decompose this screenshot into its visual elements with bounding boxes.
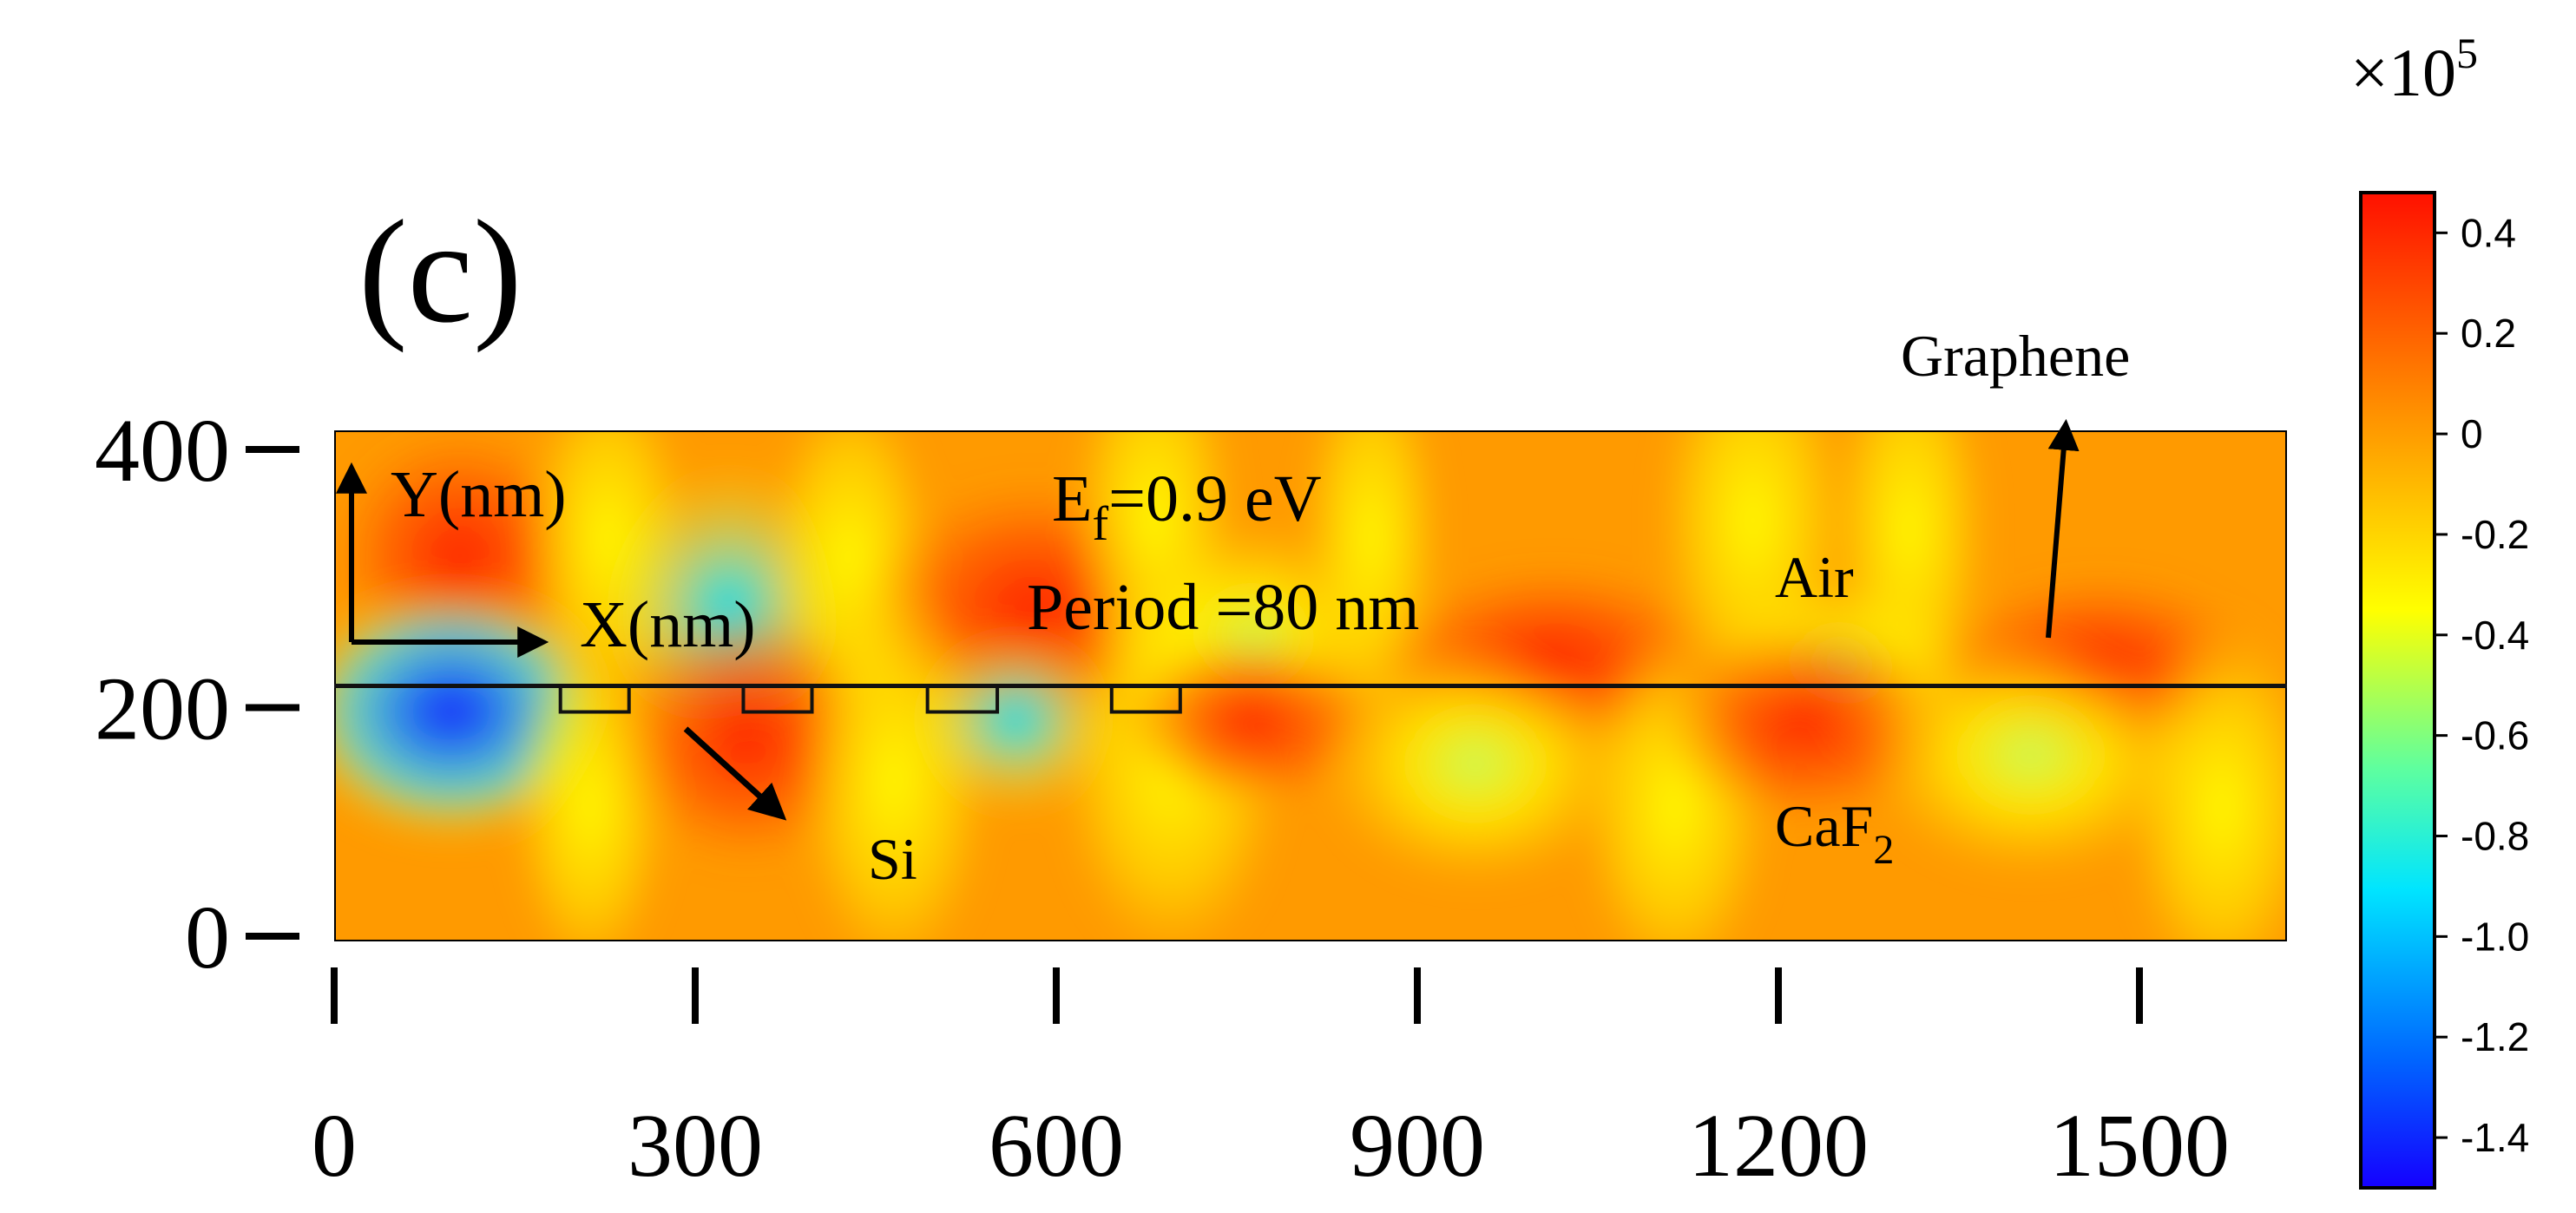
caf2-label: CaF2 xyxy=(1775,793,1894,873)
fermi-subscript: f xyxy=(1092,497,1108,551)
x-axis: 0 300 600 900 1200 1500 xyxy=(312,967,2230,1196)
x-axis-annotation: X(nm) xyxy=(580,588,756,661)
colorbar-tick-label: -1.2 xyxy=(2461,1014,2529,1059)
air-label: Air xyxy=(1775,544,1854,610)
x-tick-label: 900 xyxy=(1350,1096,1485,1196)
colorbar-tick-label: -0.6 xyxy=(2461,713,2529,758)
si-gratings xyxy=(558,685,1182,714)
field-map xyxy=(334,430,2287,941)
y-tick-label: 200 xyxy=(95,659,230,759)
caf2-subscript: 2 xyxy=(1873,827,1894,873)
colorbar-multiplier-base: ×10 xyxy=(2350,35,2456,110)
si-grating-3 xyxy=(925,685,1000,714)
y-axis-annotation: Y(nm) xyxy=(391,458,567,531)
caf2-main: CaF xyxy=(1775,793,1873,859)
y-tick-label: 400 xyxy=(95,401,230,501)
colorbar-tick-label: 0.4 xyxy=(2461,210,2516,255)
x-tick-label: 0 xyxy=(312,1096,357,1196)
colorbar-tick-label: -0.8 xyxy=(2461,813,2529,858)
fermi-level-label: Ef=0.9 eV xyxy=(1052,462,1322,551)
graphene-arrow xyxy=(2046,418,2080,639)
si-label: Si xyxy=(868,826,917,892)
colorbar-tick-label: -0.2 xyxy=(2461,512,2529,557)
si-grating-2 xyxy=(741,685,814,714)
colorbar-multiplier: ×105 xyxy=(2350,29,2478,110)
x-tick-label: 600 xyxy=(989,1096,1124,1196)
panel-label: (c) xyxy=(358,190,522,353)
y-tick-label: 0 xyxy=(185,888,230,987)
colorbar-tick-label: -0.4 xyxy=(2461,613,2529,658)
colorbar-exponent: 5 xyxy=(2456,29,2478,77)
x-tick-label: 1200 xyxy=(1688,1096,1869,1196)
fermi-symbol: E xyxy=(1052,462,1092,535)
colorbar-tick-label: -1.0 xyxy=(2461,914,2529,959)
graphene-label: Graphene xyxy=(1901,323,2130,389)
colorbar-tick-label: -1.4 xyxy=(2461,1115,2529,1160)
colorbar-tick-label: 0 xyxy=(2461,411,2483,456)
x-tick-label: 300 xyxy=(628,1096,763,1196)
y-axis: 0 200 400 xyxy=(95,401,299,987)
colorbar-ticks: 0.4 0.2 0 -0.2 -0.4 -0.6 -0.8 -1.0 -1.2 -1.4 xyxy=(2435,210,2529,1160)
si-grating-4 xyxy=(1109,685,1182,714)
colorbar xyxy=(2359,191,2436,1190)
colorbar-tick-label: 0.2 xyxy=(2461,311,2516,356)
x-tick-label: 1500 xyxy=(2049,1096,2230,1196)
si-arrow xyxy=(683,726,787,821)
si-grating-1 xyxy=(558,685,631,714)
fermi-value: =0.9 eV xyxy=(1108,462,1322,535)
period-label: Period =80 nm xyxy=(1027,571,1419,644)
